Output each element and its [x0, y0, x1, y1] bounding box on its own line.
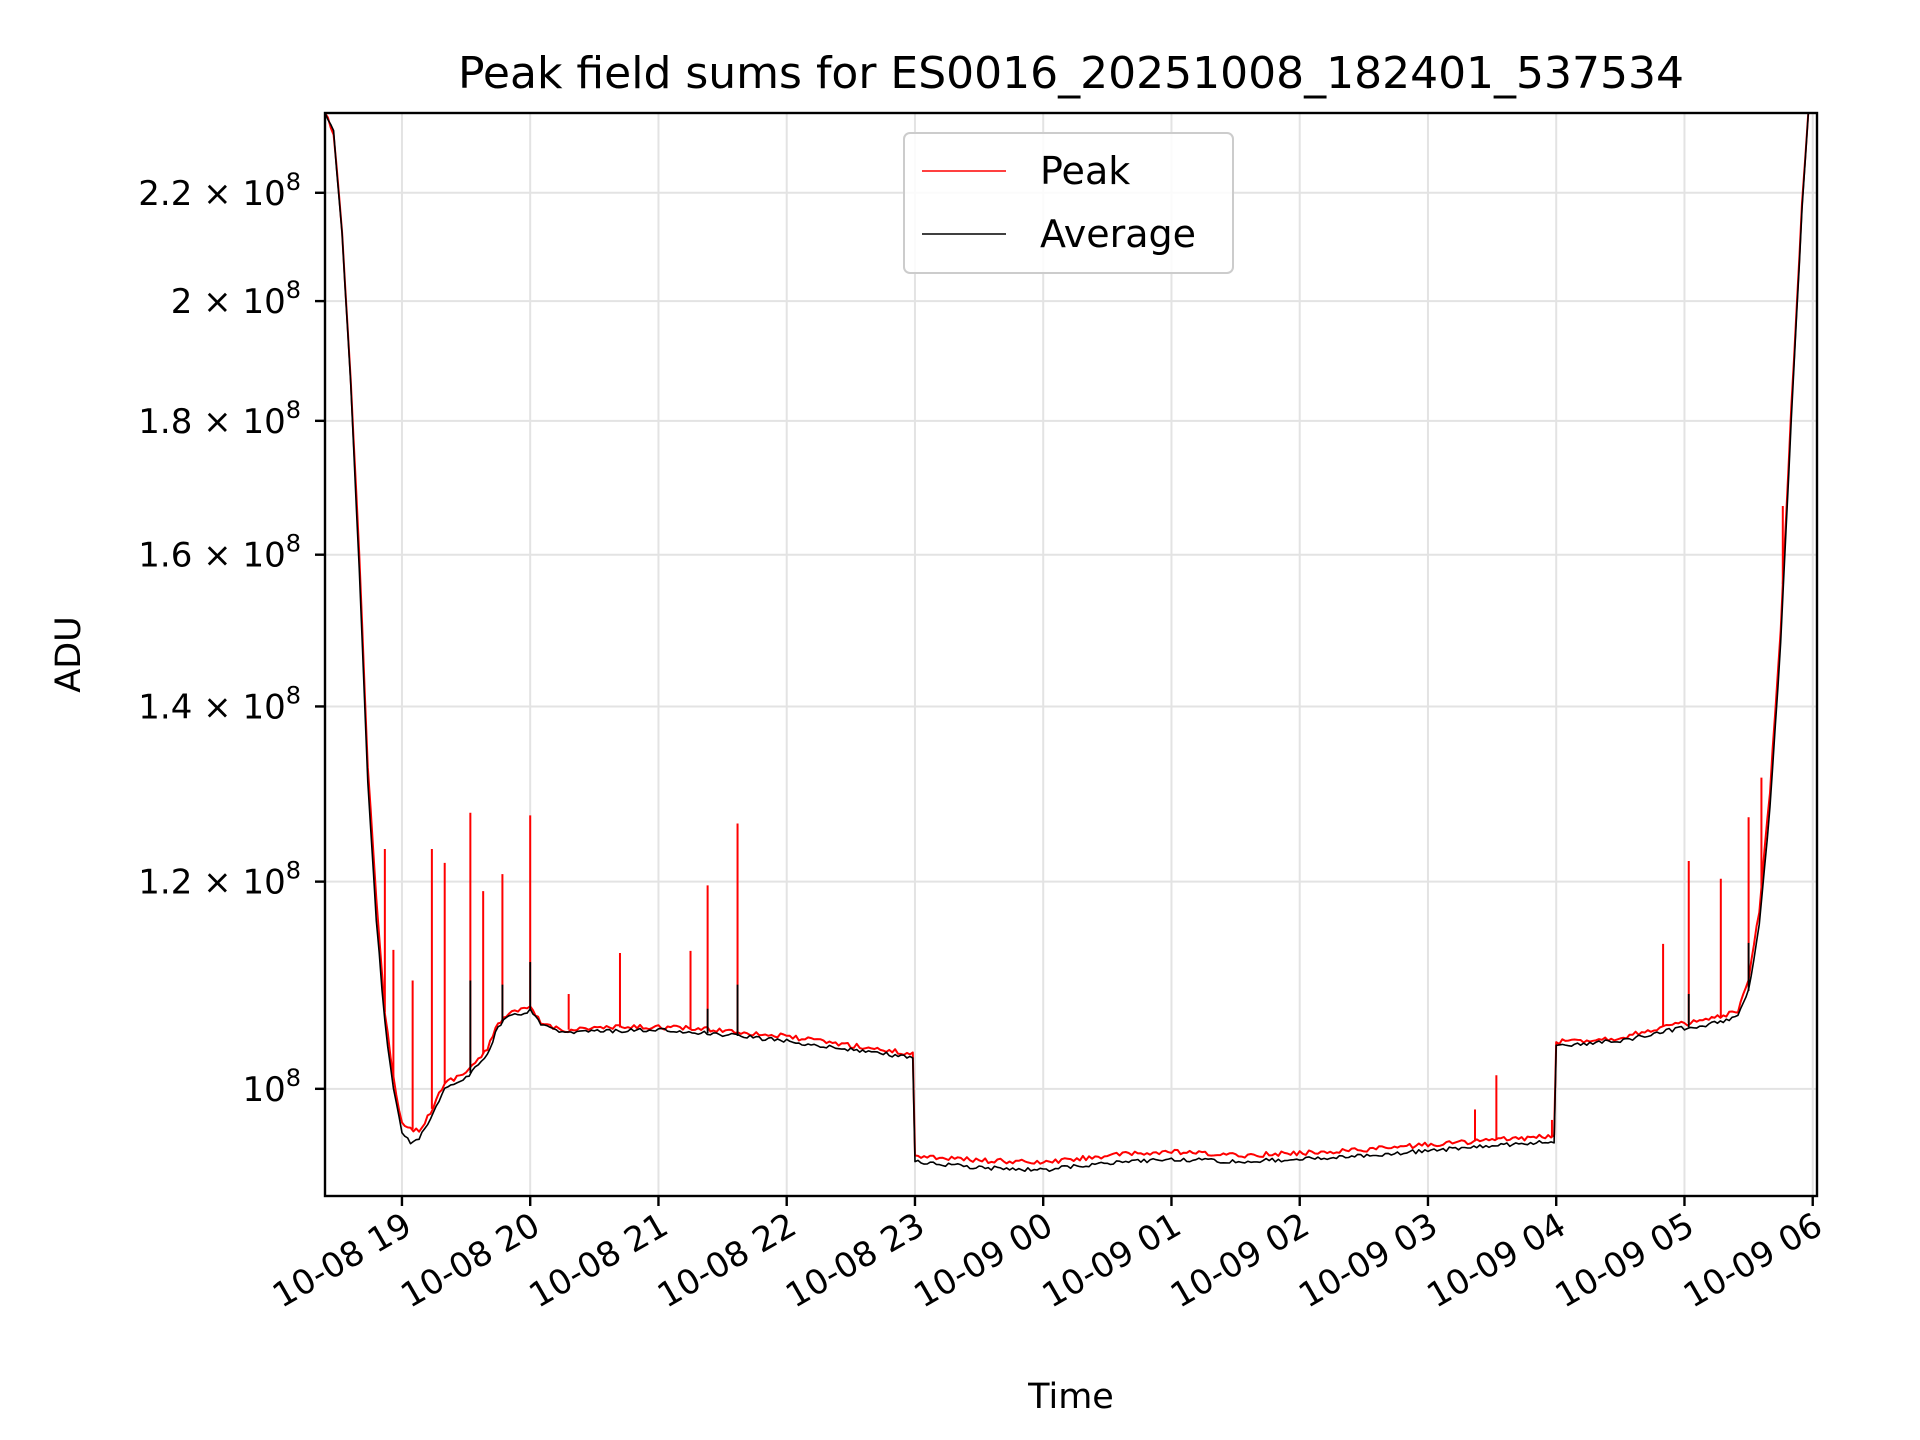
y-tick-label: 108: [242, 1064, 301, 1110]
chart-title: Peak field sums for ES0016_20251008_1824…: [458, 48, 1684, 99]
y-tick-label: 1.4 × 108: [138, 681, 301, 727]
y-tick-label: 1.6 × 108: [138, 530, 301, 576]
legend: Peak Average: [903, 132, 1234, 274]
plot-frame: [323, 111, 1819, 1198]
grid: [325, 113, 1817, 1196]
y-tick-label: 1.8 × 108: [138, 396, 301, 442]
y-tick-label: 2 × 108: [171, 276, 301, 322]
y-tick-label: 2.2 × 108: [138, 168, 301, 214]
x-axis-label: Time: [1027, 1377, 1114, 1417]
series-layer: [325, 113, 1810, 1173]
legend-label-peak: Peak: [1040, 149, 1130, 193]
y-tick-label: 1.2 × 108: [138, 857, 301, 903]
legend-box: [903, 132, 1234, 274]
series-average: [325, 113, 1810, 1173]
y-axis: 108 1.2 × 108 1.4 × 108 1.6 × 108 1.8 × 108 2…: [138, 168, 325, 1110]
legend-label-average: Average: [1040, 212, 1196, 256]
y-axis-label: ADU: [49, 616, 89, 693]
series-line-average: [325, 113, 1810, 1173]
